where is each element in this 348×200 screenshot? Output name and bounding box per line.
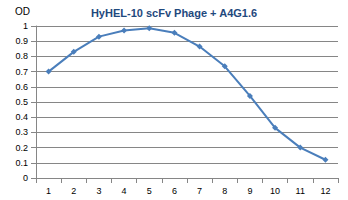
svg-text:0.2: 0.2 [15,143,28,153]
svg-text:6: 6 [172,186,177,196]
svg-text:0.4: 0.4 [15,112,28,122]
svg-text:9: 9 [247,186,252,196]
svg-text:1: 1 [46,186,51,196]
svg-text:4: 4 [122,186,127,196]
svg-text:OD: OD [15,6,30,17]
svg-text:3: 3 [96,186,101,196]
svg-text:5: 5 [147,186,152,196]
svg-text:0: 0 [23,173,28,183]
svg-text:12: 12 [320,186,330,196]
svg-text:0.1: 0.1 [15,158,28,168]
svg-text:11: 11 [296,186,305,196]
svg-text:0.7: 0.7 [15,67,28,77]
svg-text:0.5: 0.5 [15,97,28,107]
svg-text:2: 2 [71,186,76,196]
svg-text:0.9: 0.9 [15,36,28,46]
svg-text:0.8: 0.8 [15,51,28,61]
svg-text:0.6: 0.6 [15,82,28,92]
svg-text:8: 8 [222,186,227,196]
svg-text:HyHEL-10 scFv Phage + A4G1.6: HyHEL-10 scFv Phage + A4G1.6 [91,7,257,19]
svg-text:1: 1 [23,21,28,31]
svg-text:0.3: 0.3 [15,127,28,137]
svg-text:7: 7 [197,186,202,196]
svg-text:10: 10 [270,186,280,196]
